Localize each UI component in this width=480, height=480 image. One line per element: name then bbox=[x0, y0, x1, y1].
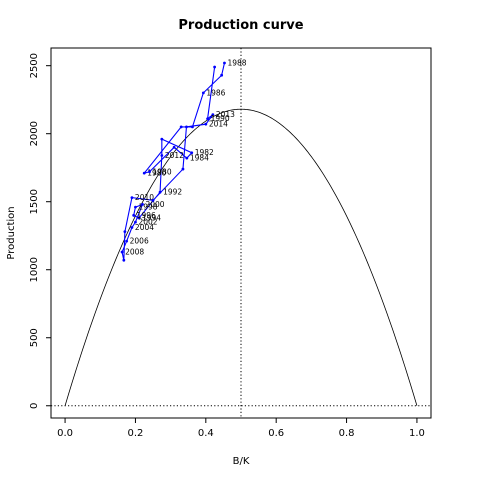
year-label: 1998 bbox=[138, 203, 157, 212]
year-label: 1986 bbox=[206, 88, 225, 97]
year-label: 1988 bbox=[227, 58, 246, 67]
data-point bbox=[130, 196, 134, 200]
data-point bbox=[148, 170, 151, 174]
data-point bbox=[179, 125, 183, 129]
data-point bbox=[122, 258, 126, 262]
axes-layer: 0.0 0.2 0.4 0.6 0.8 1.0 0 500 1000 1500 2000 2500 bbox=[29, 53, 425, 439]
chart-title: Production curve bbox=[178, 18, 303, 33]
data-point bbox=[201, 91, 205, 95]
year-label: 2004 bbox=[135, 223, 154, 232]
y-tick-label: 2000 bbox=[29, 121, 40, 146]
data-point bbox=[130, 226, 134, 229]
data-point bbox=[151, 198, 155, 202]
year-label: 2013 bbox=[216, 110, 235, 119]
y-tick-label: 0 bbox=[29, 403, 40, 409]
year-label: 1980 bbox=[147, 169, 166, 178]
data-point bbox=[158, 190, 162, 194]
year-label: 1984 bbox=[190, 154, 209, 163]
x-tick-label: 0.8 bbox=[339, 428, 355, 439]
y-tick-label: 2500 bbox=[29, 53, 40, 78]
data-point bbox=[125, 239, 129, 243]
data-point bbox=[211, 113, 215, 117]
data-point bbox=[206, 117, 209, 121]
x-tick-label: 1.0 bbox=[409, 428, 425, 439]
year-label: 2008 bbox=[125, 248, 144, 257]
data-point bbox=[160, 154, 164, 157]
year-label: 1992 bbox=[163, 188, 182, 197]
year-label: 2010 bbox=[135, 193, 154, 202]
data-point bbox=[134, 220, 137, 224]
year-label: 2000 bbox=[145, 200, 164, 209]
year-label: 1990 bbox=[211, 114, 230, 123]
data-point bbox=[132, 213, 136, 217]
data-point bbox=[172, 145, 176, 149]
data-point bbox=[220, 73, 224, 77]
y-tick-label: 500 bbox=[29, 328, 40, 347]
x-axis-label: B/K bbox=[233, 456, 250, 467]
data-point bbox=[181, 167, 185, 171]
y-axis-label: Production bbox=[6, 206, 17, 259]
production-curve-line bbox=[64, 108, 418, 406]
data-point bbox=[160, 137, 164, 141]
data-point bbox=[123, 230, 127, 234]
data-point bbox=[185, 156, 189, 160]
data-point bbox=[191, 125, 194, 129]
data-point bbox=[185, 125, 188, 129]
data-point bbox=[223, 61, 226, 65]
plot-area bbox=[50, 47, 432, 419]
data-point bbox=[213, 65, 217, 69]
data-point bbox=[120, 250, 124, 254]
year-label: 1982 bbox=[195, 148, 214, 157]
y-tick-label: 1500 bbox=[29, 189, 40, 214]
data-point bbox=[141, 203, 144, 206]
data-point bbox=[190, 151, 194, 155]
data-point bbox=[142, 171, 146, 175]
data-point bbox=[134, 205, 137, 209]
production-curve-layer bbox=[64, 108, 418, 406]
year-label: 2012 bbox=[165, 151, 184, 160]
data-point bbox=[137, 216, 141, 220]
x-tick-label: 0.4 bbox=[198, 428, 214, 439]
year-label: 1994 bbox=[142, 214, 161, 223]
year-label: 2006 bbox=[130, 237, 149, 246]
data-point bbox=[204, 122, 208, 126]
x-tick-label: 0.0 bbox=[57, 428, 73, 439]
x-tick-label: 0.2 bbox=[127, 428, 143, 439]
year-label: 2014 bbox=[209, 120, 228, 129]
y-tick-label: 1000 bbox=[29, 257, 40, 282]
x-tick-label: 0.6 bbox=[268, 428, 284, 439]
year-label: 2002 bbox=[138, 218, 157, 227]
year-label: 1996 bbox=[137, 211, 156, 220]
year-label: 1980 bbox=[153, 167, 172, 176]
